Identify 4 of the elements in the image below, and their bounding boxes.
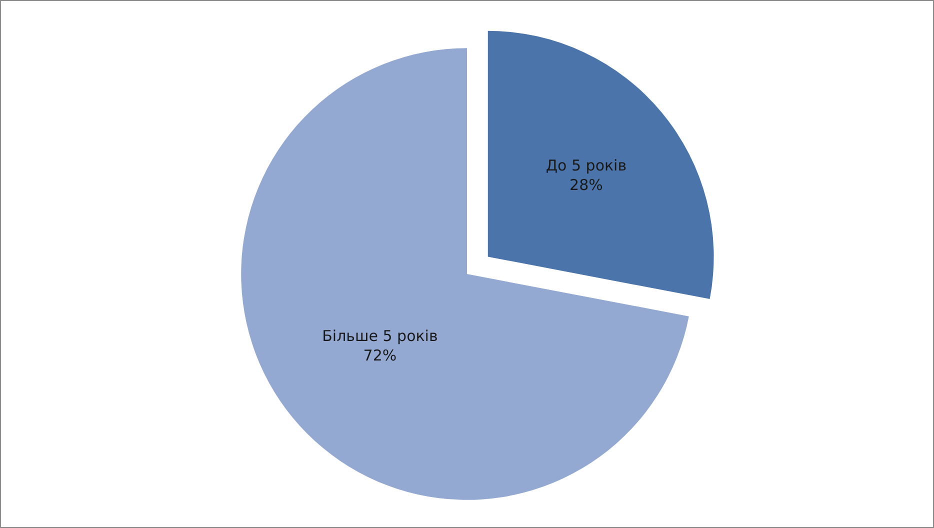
data-label: 72% xyxy=(363,346,397,365)
data-label: 28% xyxy=(570,176,603,194)
slice-label: Більше 5 років xyxy=(322,327,438,346)
slice-label: До 5 років xyxy=(546,156,627,175)
